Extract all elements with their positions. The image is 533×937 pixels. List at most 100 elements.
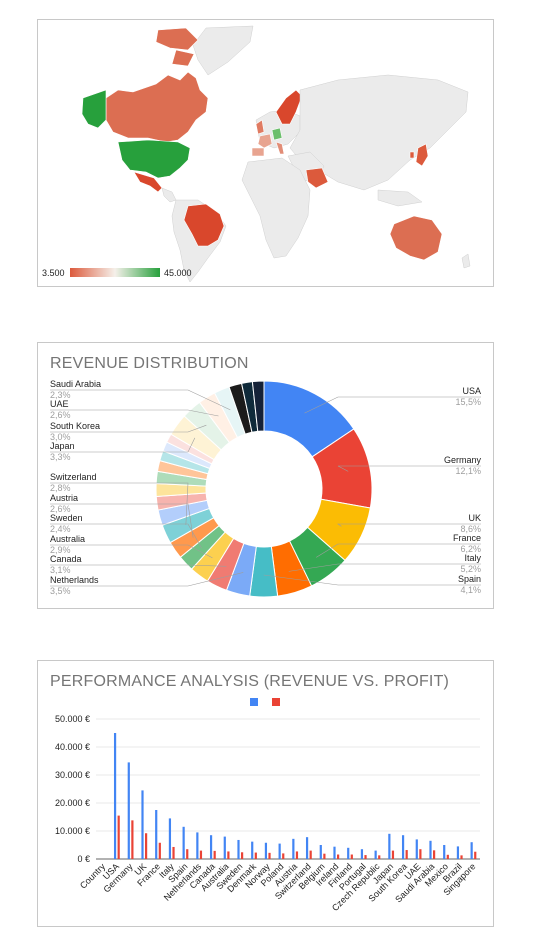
pie-label-name: Canada xyxy=(50,554,82,564)
bar-revenue[interactable] xyxy=(443,845,446,859)
pie-leader-line xyxy=(263,574,481,586)
map-country-usa[interactable] xyxy=(117,139,191,179)
bar-profit[interactable] xyxy=(323,853,326,859)
bar-revenue[interactable] xyxy=(333,846,336,859)
map-country-scandinavia[interactable] xyxy=(275,89,303,125)
bar-revenue[interactable] xyxy=(196,832,199,859)
bar-revenue[interactable] xyxy=(209,835,213,859)
bar-revenue[interactable] xyxy=(168,818,172,859)
bar-profit[interactable] xyxy=(378,855,381,859)
bar-profit[interactable] xyxy=(282,853,285,859)
bar-profit[interactable] xyxy=(391,850,395,859)
map-country-mexico[interactable] xyxy=(133,171,163,193)
bar-revenue[interactable] xyxy=(141,790,144,859)
map-country-italy[interactable] xyxy=(275,141,285,155)
bar-revenue[interactable] xyxy=(223,836,226,859)
map-country-usa-alaska[interactable] xyxy=(81,89,107,129)
bar-profit[interactable] xyxy=(446,854,449,859)
bar-revenue[interactable] xyxy=(429,840,432,859)
bar-profit[interactable] xyxy=(117,815,120,859)
pie-label-name: UAE xyxy=(50,399,69,409)
pie-label-name: Germany xyxy=(444,455,482,465)
bar-revenue[interactable] xyxy=(182,826,185,859)
pie-label-name: Austria xyxy=(50,493,78,503)
pie-label-name: Saudi Arabia xyxy=(50,379,101,389)
y-tick-label: 10.000 € xyxy=(55,826,90,836)
bar-revenue[interactable] xyxy=(319,845,322,859)
pie-label-name: France xyxy=(453,533,481,543)
map-country-central-america[interactable] xyxy=(161,187,177,203)
bar-profit[interactable] xyxy=(350,854,353,859)
bar-revenue[interactable] xyxy=(388,833,391,859)
bar-revenue[interactable] xyxy=(360,849,364,859)
bar-profit[interactable] xyxy=(419,849,422,859)
bar-revenue[interactable] xyxy=(292,838,295,859)
map-country-spain[interactable] xyxy=(251,147,265,157)
pie-leader-line xyxy=(337,465,481,472)
pie-leader-line xyxy=(50,389,231,411)
map-country-south-korea[interactable] xyxy=(409,151,415,159)
bar-profit[interactable] xyxy=(227,851,230,859)
map-country-new-zealand[interactable] xyxy=(461,253,471,269)
pie-leader-line xyxy=(288,563,481,572)
map-country-germany[interactable] xyxy=(271,127,283,141)
map-country-canada[interactable] xyxy=(105,71,209,143)
pie-leader-line xyxy=(50,409,219,417)
bar-profit[interactable] xyxy=(405,850,408,859)
pie-label-name: Netherlands xyxy=(50,575,99,585)
map-country-saudi-arabia[interactable] xyxy=(305,167,329,189)
bar-revenue[interactable] xyxy=(251,841,254,859)
bar-profit[interactable] xyxy=(364,855,367,859)
legend-profit-swatch[interactable] xyxy=(272,698,280,706)
pie-label-pct: 3,0% xyxy=(50,432,71,442)
bar-revenue[interactable] xyxy=(470,842,473,859)
pie-label-pct: 3,1% xyxy=(50,565,71,575)
bar-profit[interactable] xyxy=(172,846,175,859)
map-country-canada-islands[interactable] xyxy=(155,27,199,67)
map-country-japan[interactable] xyxy=(415,143,429,167)
map-country-australia[interactable] xyxy=(389,215,443,261)
bar-revenue[interactable] xyxy=(305,837,309,859)
bar-revenue[interactable] xyxy=(415,839,418,859)
map-country-brazil[interactable] xyxy=(183,203,225,247)
bar-profit[interactable] xyxy=(460,855,463,859)
pie-leader-line xyxy=(50,424,207,433)
bar-revenue[interactable] xyxy=(401,835,405,859)
bar-profit[interactable] xyxy=(145,833,148,859)
bar-revenue[interactable] xyxy=(278,843,281,859)
bar-profit[interactable] xyxy=(186,849,189,859)
bar-profit[interactable] xyxy=(199,850,203,859)
bar-profit[interactable] xyxy=(433,850,436,859)
bar-revenue[interactable] xyxy=(237,839,240,859)
map-country-africa[interactable] xyxy=(241,157,311,259)
bar-profit[interactable] xyxy=(337,854,340,859)
bar-revenue[interactable] xyxy=(456,846,460,859)
bar-revenue[interactable] xyxy=(374,850,377,859)
bar-profit[interactable] xyxy=(309,850,312,859)
bar-profit[interactable] xyxy=(254,852,257,859)
map-country-greenland[interactable] xyxy=(192,25,254,76)
pie-slice-singapore[interactable] xyxy=(251,380,265,432)
bar-revenue[interactable] xyxy=(155,810,158,859)
bar-profit[interactable] xyxy=(158,842,161,859)
bar-profit[interactable] xyxy=(268,852,271,859)
bar-profit[interactable] xyxy=(474,851,477,859)
pie-label-pct: 3,3% xyxy=(50,452,71,462)
map-countries xyxy=(81,25,471,283)
bar-revenue[interactable] xyxy=(347,847,350,859)
map-country-uk[interactable] xyxy=(255,119,265,135)
map-country-france[interactable] xyxy=(257,133,273,149)
bar-profit[interactable] xyxy=(295,851,299,859)
bar-revenue[interactable] xyxy=(264,842,268,859)
pie-leader-line xyxy=(50,437,196,453)
bar-profit[interactable] xyxy=(241,852,244,859)
bar-profit[interactable] xyxy=(131,820,134,859)
pie-leader-line xyxy=(50,482,189,525)
bar-revenue[interactable] xyxy=(127,762,130,859)
bar-revenue[interactable] xyxy=(113,733,117,859)
bar-profit[interactable] xyxy=(213,850,216,859)
legend-revenue-swatch[interactable] xyxy=(250,698,258,706)
map-country-se-asia[interactable] xyxy=(377,189,423,207)
y-tick-label: 20.000 € xyxy=(55,798,90,808)
